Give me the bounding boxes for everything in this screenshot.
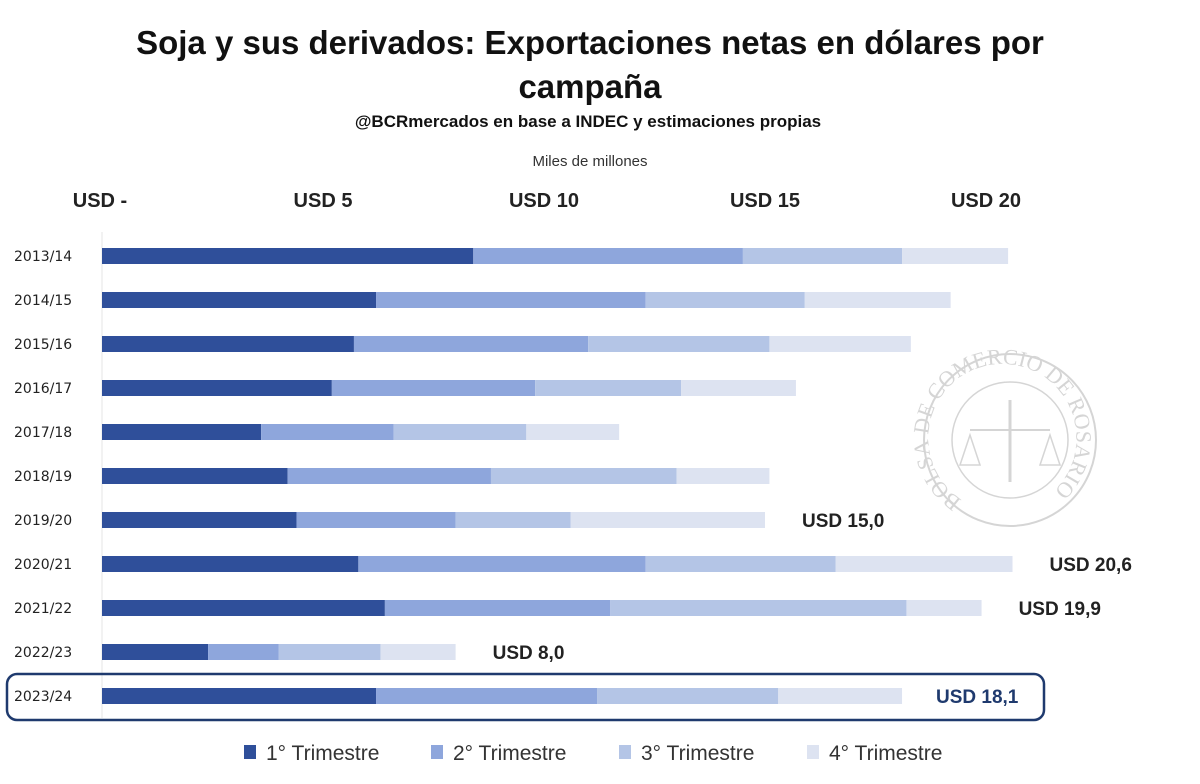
bar-segment-q4 [570, 512, 765, 528]
bar-segment-q1 [102, 468, 288, 484]
x-tick-label: USD - [73, 190, 127, 212]
bar-segment-q2 [287, 468, 491, 484]
bar-segment-q3 [742, 248, 903, 264]
bar-segment-q3 [455, 512, 571, 528]
bar-segment-q4 [835, 556, 1013, 572]
bar-segment-q3 [490, 468, 677, 484]
bar-row-2014-15: 2014/15 [14, 292, 951, 309]
legend-label: 4° Trimestre [829, 742, 942, 765]
x-tick-label: USD 5 [294, 190, 353, 212]
legend-item-q4: 4° Trimestre [807, 742, 942, 765]
total-data-label: USD 19,9 [1019, 599, 1101, 620]
bar-row-2021-22: 2021/22 USD 19,9 [14, 599, 1101, 620]
bar-segment-q4 [906, 600, 982, 616]
y-tick-label: 2020/21 [14, 557, 72, 573]
bar-segment-q2 [384, 600, 611, 616]
y-tick-label: 2015/16 [14, 337, 72, 353]
bar-segment-q1 [102, 336, 354, 352]
bar-segment-q4 [380, 644, 456, 660]
bar-segment-q3 [535, 380, 682, 396]
legend-swatch [619, 745, 631, 759]
total-data-label: USD 8,0 [493, 643, 565, 664]
bar-row-2022-23: 2022/23 USD 8,0 [14, 643, 564, 664]
x-tick-label: USD 20 [951, 190, 1021, 212]
legend-label: 2° Trimestre [453, 742, 566, 765]
bar-segment-q2 [261, 424, 394, 440]
bar-row-2020-21: 2020/21 USD 20,6 [14, 555, 1132, 576]
legend-item-q2: 2° Trimestre [431, 742, 566, 765]
bar-segment-q3 [610, 600, 907, 616]
y-tick-label: 2023/24 [14, 689, 72, 705]
bar-segment-q1 [102, 292, 377, 308]
legend-swatch [807, 745, 819, 759]
legend-swatch [244, 745, 256, 759]
bar-segment-q4 [681, 380, 796, 396]
bar-segment-q4 [769, 336, 911, 352]
bar-row-2013-14: 2013/14 [14, 248, 1009, 265]
bar-segment-q3 [393, 424, 527, 440]
bar-segment-q1 [102, 512, 297, 528]
highlight-box [5, 672, 1046, 722]
x-tick-label: USD 15 [730, 190, 800, 212]
legend-label: 1° Trimestre [266, 742, 379, 765]
y-tick-label: 2021/22 [14, 601, 72, 617]
y-tick-label: 2019/20 [14, 513, 72, 529]
bar-segment-q2 [331, 380, 536, 396]
bar-row-2016-17: 2016/17 [14, 380, 796, 397]
bar-segment-q2 [358, 556, 646, 572]
bar-segment-q4 [676, 468, 770, 484]
chart-title-line-2: campaña [518, 68, 662, 105]
bar-segment-q4 [902, 248, 1009, 264]
bar-segment-q1 [102, 644, 209, 660]
total-data-label: USD 18,1 [936, 687, 1019, 708]
bar-row-2017-18: 2017/18 [14, 424, 620, 441]
bar-segment-q1 [102, 248, 474, 264]
bar-segment-q1 [102, 380, 332, 396]
legend-swatch [431, 745, 443, 759]
bar-row-2023-24: 2023/24 USD 18,1 [14, 687, 1019, 708]
bar-segment-q4 [804, 292, 951, 308]
legend-label: 3° Trimestre [641, 742, 754, 765]
legend-item-q1: 1° Trimestre [244, 742, 379, 765]
bar-segment-q1 [102, 600, 385, 616]
legend-item-q3: 3° Trimestre [619, 742, 754, 765]
y-tick-label: 2018/19 [14, 469, 72, 485]
y-tick-label: 2013/14 [14, 249, 72, 265]
bar-segment-q2 [296, 512, 456, 528]
total-data-label: USD 20,6 [1050, 555, 1132, 576]
y-tick-label: 2014/15 [14, 293, 72, 309]
y-tick-label: 2016/17 [14, 381, 72, 397]
bar-segment-q3 [597, 688, 779, 704]
x-tick-label: USD 10 [509, 190, 579, 212]
bar-segment-q2 [353, 336, 589, 352]
bar-segment-q4 [526, 424, 620, 440]
bar-segment-q2 [376, 292, 646, 308]
bar-segment-q3 [645, 292, 805, 308]
watermark-seal: BOLSA DE COMERCIO DE ROSARIO [908, 344, 1097, 527]
bar-segment-q1 [102, 424, 262, 440]
bar-segment-q3 [278, 644, 381, 660]
bar-segment-q3 [588, 336, 770, 352]
bar-row-2019-20: 2019/20 USD 15,0 [14, 511, 884, 532]
y-tick-label: 2017/18 [14, 425, 72, 441]
bar-row-2018-19: 2018/19 [14, 468, 770, 485]
bar-segment-q2 [473, 248, 743, 264]
bar-segment-q4 [778, 688, 903, 704]
bar-segment-q1 [102, 688, 377, 704]
bar-segment-q2 [208, 644, 279, 660]
bar-row-2015-16: 2015/16 [14, 336, 911, 353]
y-tick-label: 2022/23 [14, 645, 72, 661]
total-data-label: USD 15,0 [802, 511, 884, 532]
bar-segment-q3 [645, 556, 836, 572]
chart-subtitle: @BCRmercados en base a INDEC y estimacio… [355, 112, 821, 131]
unit-label: Miles de millones [532, 153, 647, 170]
chart-title-line-1: Soja y sus derivados: Exportaciones neta… [136, 24, 1044, 61]
bar-segment-q1 [102, 556, 359, 572]
bar-segment-q2 [376, 688, 598, 704]
